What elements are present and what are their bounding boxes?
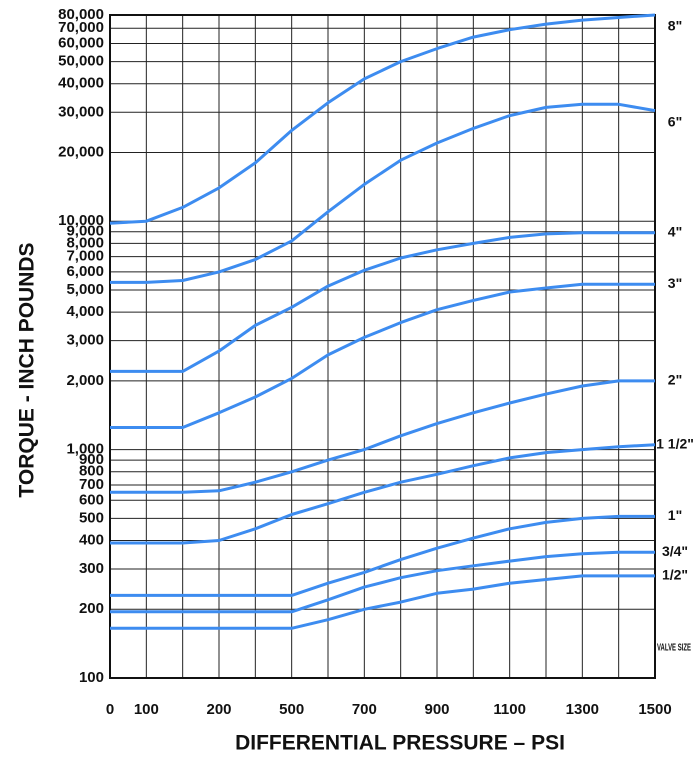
y-tick-label: 1,000 [66, 441, 104, 458]
torque-curve [109, 13, 656, 225]
y-tick-label: 7,000 [66, 248, 104, 265]
y-tick-label: 800 [79, 463, 104, 480]
y-axis-label: TORQUE - INCH POUNDS [16, 242, 39, 497]
legend-title-box [655, 640, 693, 685]
y-tick-label: 30,000 [58, 103, 104, 120]
y-tick-label: 10,000 [58, 212, 104, 229]
y-tick-label: 900 [79, 451, 104, 468]
y-tick-label: 4,000 [66, 303, 104, 320]
legend-label: 1" [668, 507, 682, 523]
y-tick-label: 600 [79, 491, 104, 508]
y-tick-label: 6,000 [66, 263, 104, 280]
x-tick-label: 900 [424, 701, 449, 718]
y-tick-label: 20,000 [58, 143, 104, 160]
legend-label: 1/2" [662, 567, 688, 583]
y-tick-label: 9,000 [66, 223, 104, 240]
y-tick-label: 100 [79, 669, 104, 686]
y-tick-label: 400 [79, 531, 104, 548]
y-tick-label: 60,000 [58, 35, 104, 52]
x-tick-label: 1500 [638, 701, 671, 718]
torque-curve [110, 514, 655, 597]
legend-label: 2" [668, 372, 682, 388]
torque-curve [110, 102, 656, 284]
y-tick-label: 200 [79, 600, 104, 617]
x-tick-label: 500 [279, 701, 304, 718]
legend-label: 6" [668, 113, 682, 129]
x-tick-label: 1100 [493, 701, 526, 718]
y-tick-label: 700 [79, 476, 104, 493]
y-tick-label: 2,000 [66, 372, 104, 389]
torque-curve [110, 574, 655, 630]
x-tick-label: 1300 [566, 701, 599, 718]
plot-frame [109, 14, 656, 679]
y-tick-label: 3,000 [66, 332, 104, 349]
x-tick-label: 0 [106, 701, 114, 718]
legend-label: 3" [668, 275, 682, 291]
torque-curve [110, 550, 655, 614]
y-tick-label: 500 [79, 509, 104, 526]
torque-curve [110, 443, 656, 545]
y-tick-label: 40,000 [58, 75, 104, 92]
y-tick-label: 80,000 [58, 6, 104, 23]
y-tick-label: 300 [79, 560, 104, 577]
y-tick-label: 8,000 [66, 234, 104, 251]
x-axis-label: DIFFERENTIAL PRESSURE – PSI [235, 732, 565, 755]
y-tick-label: 5,000 [66, 281, 104, 298]
legend-label: 4" [668, 224, 682, 240]
x-tick-label: 100 [134, 701, 159, 718]
legend-label: 1 1/2" [656, 435, 693, 451]
legend-label: 8" [668, 18, 682, 34]
legend-title: VALVE SIZE [657, 643, 691, 654]
y-tick-label: 50,000 [58, 53, 104, 70]
torque-curve [110, 282, 655, 429]
torque-curve [110, 379, 655, 494]
legend-label: 3/4" [662, 543, 688, 559]
y-tick-label: 70,000 [58, 19, 104, 36]
x-tick-label: 700 [352, 701, 377, 718]
x-tick-label: 200 [206, 701, 231, 718]
torque-curve [110, 231, 655, 373]
